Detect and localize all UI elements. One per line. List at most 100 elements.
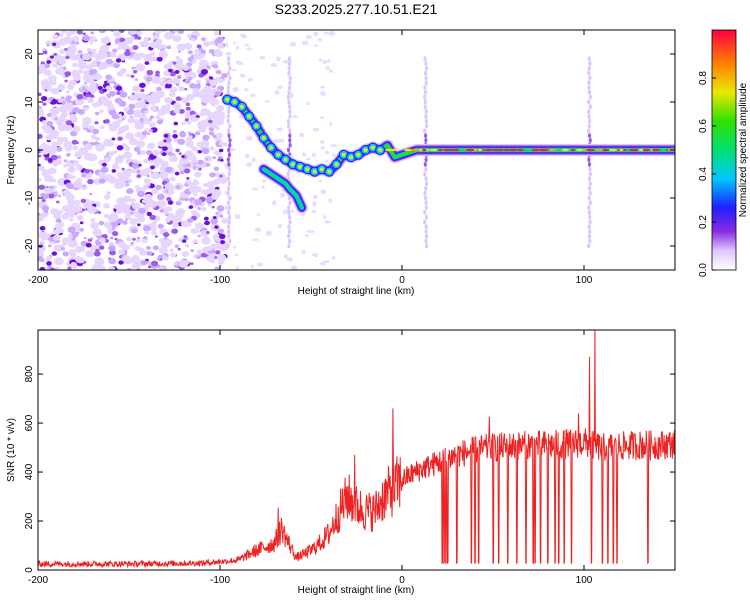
noise-blob: [64, 48, 68, 51]
noise-blob: [177, 247, 181, 251]
streak-blob: [587, 209, 591, 215]
noise-blob: [217, 254, 227, 262]
noise-blob: [80, 198, 87, 204]
noise-blob: [188, 135, 193, 139]
noise-blob: [149, 105, 158, 112]
noise-blob: [90, 134, 97, 140]
noise-blob: [159, 208, 165, 213]
noise-blob: [87, 63, 94, 69]
noise-blob: [205, 231, 210, 234]
noise-blob: [149, 51, 156, 57]
noise-blob: [68, 30, 77, 35]
streak-blob: [423, 56, 427, 62]
noise-blob: [161, 77, 167, 82]
noise-blob: [67, 266, 72, 270]
streak-blob: [424, 205, 428, 211]
noise-blob: [38, 107, 44, 115]
noise-blob: [134, 245, 141, 251]
streak-blob: [287, 99, 291, 105]
noise-blob: [158, 246, 168, 254]
noise-blob: [172, 102, 182, 110]
noise-blob: [313, 253, 318, 258]
noise-blob: [141, 130, 148, 136]
noise-blob: [282, 59, 290, 64]
noise-blob: [251, 238, 259, 242]
noise-blob: [205, 65, 211, 69]
ridge-hot: [586, 148, 594, 152]
noise-blob: [62, 189, 71, 196]
noise-blob: [314, 44, 319, 47]
ridge-hot: [411, 148, 420, 152]
streak-blob: [587, 65, 591, 71]
noise-blob: [86, 47, 92, 52]
noise-blob: [145, 245, 151, 250]
noise-blob: [144, 99, 148, 103]
noise-blob: [109, 51, 117, 58]
noise-blob: [165, 217, 171, 223]
streak-blob: [286, 118, 290, 124]
noise-blob: [57, 83, 66, 91]
streak-blob: [425, 65, 429, 71]
noise-blob: [187, 34, 192, 38]
noise-blob: [144, 197, 154, 206]
noise-blob: [72, 145, 79, 151]
noise-blob: [276, 56, 281, 62]
noise-blob: [140, 259, 148, 266]
noise-blob: [99, 109, 104, 114]
ridge-point-core: [334, 162, 339, 167]
noise-blob: [67, 166, 76, 173]
streak-blob: [424, 200, 428, 206]
noise-blob: [54, 223, 63, 230]
ridge-point-core: [298, 164, 303, 169]
streak-blob: [424, 61, 428, 67]
noise-blob: [153, 174, 159, 179]
noise-blob: [54, 158, 63, 166]
ridge-point-core: [312, 169, 317, 174]
streak-blob: [287, 61, 292, 67]
streak-blob: [587, 205, 591, 211]
streak-blob: [424, 229, 428, 235]
noise-blob: [214, 256, 218, 259]
noise-blob: [330, 144, 338, 148]
noise-blob: [167, 189, 173, 194]
streak-blob: [227, 181, 231, 187]
noise-blob: [116, 154, 125, 161]
noise-blob: [67, 226, 76, 233]
streak-blob: [588, 171, 593, 177]
noise-blob: [224, 42, 229, 48]
noise-blob: [166, 79, 173, 85]
noise-blob: [306, 102, 310, 106]
noise-blob: [159, 81, 166, 87]
streak-blob: [423, 133, 428, 139]
noise-blob: [194, 222, 204, 230]
noise-blob: [97, 85, 103, 91]
noise-blob: [94, 257, 105, 266]
streak-blob: [423, 161, 427, 167]
noise-blob: [145, 182, 151, 187]
noise-blob: [201, 237, 211, 245]
noise-blob: [217, 228, 224, 234]
noise-blob: [299, 132, 304, 138]
snr-x-tick-label: -200: [28, 575, 48, 586]
streak-blob: [423, 209, 427, 215]
noise-blob: [208, 131, 215, 136]
noise-blob: [165, 104, 171, 108]
noise-blob: [45, 255, 53, 262]
noise-blob: [111, 169, 117, 173]
streak-blob: [288, 109, 292, 115]
noise-blob: [151, 260, 159, 267]
noise-blob: [201, 95, 212, 104]
streak-blob: [228, 142, 232, 148]
noise-blob: [168, 154, 178, 163]
noise-blob: [48, 244, 52, 248]
noise-blob: [186, 177, 190, 180]
noise-blob: [149, 214, 156, 220]
noise-blob: [58, 38, 68, 46]
noise-blob: [203, 216, 209, 221]
noise-blob: [130, 74, 135, 78]
noise-blob: [328, 31, 336, 37]
noise-blob: [144, 230, 150, 235]
noise-blob: [276, 127, 283, 132]
noise-blob: [246, 47, 252, 51]
noise-blob: [38, 133, 43, 140]
